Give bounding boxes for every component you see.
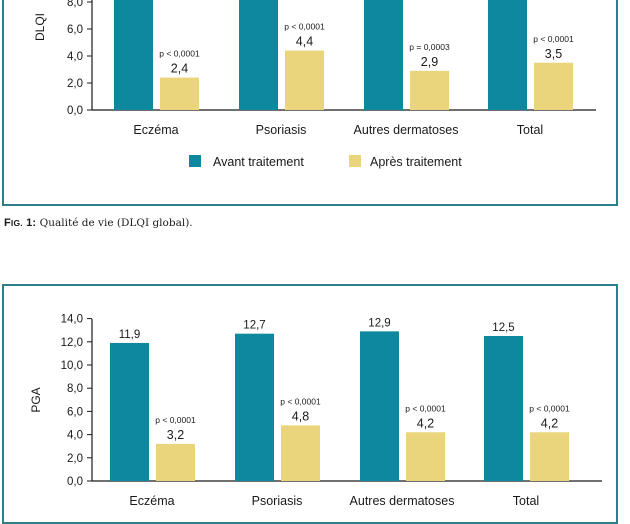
y-tick-label: 10,0 — [61, 360, 83, 372]
category-label: Total — [517, 123, 543, 137]
y-tick-label: 2,0 — [67, 453, 83, 465]
category-label: Psoriasis — [256, 123, 307, 137]
bar-avant-traitement — [364, 0, 403, 110]
bar-value-label: 2,4 — [171, 62, 188, 76]
bar-apres-traitement — [406, 432, 445, 481]
category-label: Total — [513, 494, 539, 508]
bar-value-label: 4,2 — [417, 416, 434, 430]
y-axis-label: PGA — [29, 387, 43, 412]
y-tick-label: 2,0 — [67, 78, 83, 90]
bar-value-label: 4,8 — [292, 409, 309, 423]
p-value-label: p = 0,0003 — [409, 42, 450, 52]
bar-avant-traitement — [110, 342, 149, 481]
figure-caption-text: Qualité de vie (DLQI global). — [36, 217, 193, 229]
p-value-label: p < 0,0001 — [533, 34, 574, 44]
p-value-label: p < 0,0001 — [529, 403, 570, 413]
bar-apres-traitement — [285, 50, 324, 110]
bar-value-label: 2,9 — [421, 55, 438, 69]
y-tick-label: 4,0 — [67, 51, 83, 63]
y-tick-label: 0,0 — [67, 476, 83, 488]
y-tick-label: 0,0 — [67, 105, 83, 117]
y-tick-label: 8,0 — [67, 383, 83, 395]
legend-swatch-avant — [189, 155, 201, 167]
p-value-label: p < 0,0001 — [405, 403, 446, 413]
y-tick-label: 12,0 — [61, 337, 83, 349]
category-label: Eczéma — [133, 123, 178, 137]
category-label: Psoriasis — [252, 494, 303, 508]
y-tick-label: 6,0 — [67, 406, 83, 418]
bar-apres-traitement — [534, 62, 573, 110]
bar-value-label: 12,9 — [368, 317, 390, 329]
y-tick-label: 14,0 — [61, 314, 83, 326]
p-value-label: p < 0,0001 — [155, 415, 196, 425]
bar-apres-traitement — [410, 70, 449, 110]
category-label: Autres dermatoses — [350, 494, 455, 508]
bar-value-label: 4,2 — [541, 416, 558, 430]
figure-caption: FIG. 1: Qualité de vie (DLQI global). — [4, 217, 193, 229]
figure-label: FIG. 1: — [4, 217, 37, 229]
chart-frame-dlqi — [2, 0, 618, 206]
y-tick-label: 4,0 — [67, 430, 83, 442]
bar-value-label: 3,2 — [167, 428, 184, 442]
bar-value-label: 12,7 — [243, 320, 265, 332]
p-value-label: p < 0,0001 — [159, 49, 200, 59]
category-label: Eczéma — [129, 494, 174, 508]
bar-value-label: 12,5 — [492, 322, 514, 334]
legend-swatch-apres — [349, 155, 361, 167]
category-label: Autres dermatoses — [354, 123, 459, 137]
bar-value-label: 4,4 — [296, 35, 313, 49]
bar-avant-traitement — [239, 0, 278, 110]
bar-value-label: 3,5 — [545, 47, 562, 61]
bar-apres-traitement — [530, 432, 569, 481]
p-value-label: p < 0,0001 — [284, 22, 325, 32]
bar-avant-traitement — [488, 0, 527, 110]
bar-avant-traitement — [114, 0, 153, 110]
y-tick-label: 8,0 — [67, 0, 83, 9]
dlqi-chart: 0,0 2,0 4,0 6,0 8,0 DLQI 2,4 p < 0,0001 Eczéma 4,… — [33, 0, 596, 169]
bar-value-label: 11,9 — [119, 329, 141, 341]
bar-avant-traitement — [235, 333, 274, 481]
bar-avant-traitement — [484, 336, 523, 481]
y-tick-label: 6,0 — [67, 24, 83, 36]
legend-label-apres: Après traitement — [370, 155, 462, 169]
y-axis-label: DLQI — [33, 13, 47, 41]
bar-apres-traitement — [281, 425, 320, 481]
bar-apres-traitement — [156, 443, 195, 481]
legend-label-avant: Avant traitement — [213, 155, 304, 169]
bar-avant-traitement — [360, 331, 399, 481]
p-value-label: p < 0,0001 — [280, 396, 321, 406]
bar-apres-traitement — [160, 77, 199, 110]
